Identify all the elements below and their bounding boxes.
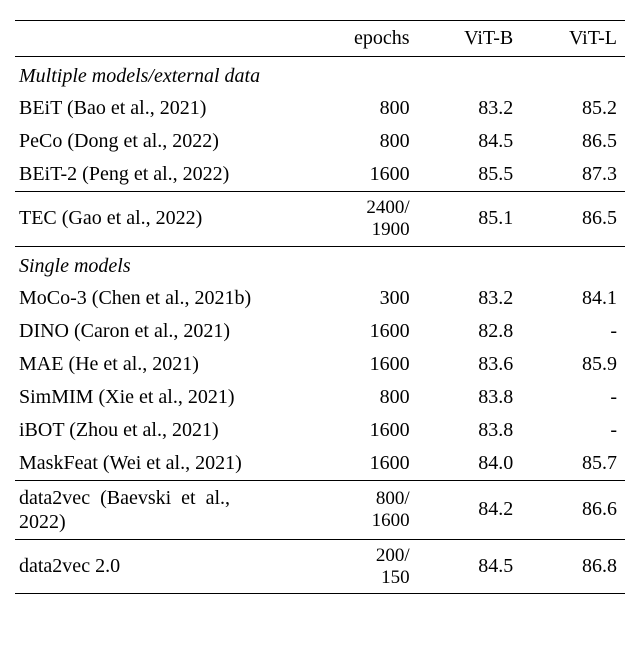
vitl-value: 86.8 [521, 539, 625, 594]
method-name: SimMIM (Xie et al., 2021) [15, 381, 308, 414]
epochs-stacked: 800/ 1600 [308, 480, 418, 539]
vitb-value: 85.5 [418, 158, 522, 192]
method-name: DINO (Caron et al., 2021) [15, 315, 308, 348]
table-row: TEC (Gao et al., 2022) 2400/ 1900 85.1 8… [15, 192, 625, 247]
epochs-value: 800 [308, 381, 418, 414]
section-single: Single models [15, 246, 625, 282]
table-row: MoCo-3 (Chen et al., 2021b) 300 83.2 84.… [15, 282, 625, 315]
epochs-top: 800/ [312, 488, 410, 510]
vitl-value: 86.5 [521, 192, 625, 247]
vitl-value: 86.6 [521, 480, 625, 539]
epochs-stacked: 200/ 150 [308, 539, 418, 594]
epochs-bot: 1900 [312, 219, 410, 241]
table-row: DINO (Caron et al., 2021) 1600 82.8 - [15, 315, 625, 348]
method-name: TEC (Gao et al., 2022) [15, 192, 308, 247]
vitb-value: 83.2 [418, 92, 522, 125]
header-blank [15, 21, 308, 57]
vitl-value: 84.1 [521, 282, 625, 315]
method-name: BEiT (Bao et al., 2021) [15, 92, 308, 125]
vitb-value: 84.0 [418, 447, 522, 481]
header-epochs: epochs [308, 21, 418, 57]
vitl-value: 87.3 [521, 158, 625, 192]
epochs-bot: 150 [312, 567, 410, 589]
vitb-value: 83.8 [418, 414, 522, 447]
method-name: data2vec (Baevski et al., 2022) [15, 480, 308, 539]
epochs-value: 800 [308, 92, 418, 125]
vitl-value: 85.7 [521, 447, 625, 481]
table-row: BEiT (Bao et al., 2021) 800 83.2 85.2 [15, 92, 625, 125]
vitb-value: 83.6 [418, 348, 522, 381]
method-name: MAE (He et al., 2021) [15, 348, 308, 381]
epochs-value: 1600 [308, 315, 418, 348]
method-name: iBOT (Zhou et al., 2021) [15, 414, 308, 447]
epochs-value: 800 [308, 125, 418, 158]
table-row: PeCo (Dong et al., 2022) 800 84.5 86.5 [15, 125, 625, 158]
vitl-value: - [521, 381, 625, 414]
section-multiple-label: Multiple models/external data [15, 57, 625, 93]
epochs-value: 300 [308, 282, 418, 315]
vitl-value: 86.5 [521, 125, 625, 158]
epochs-value: 1600 [308, 447, 418, 481]
method-name: BEiT-2 (Peng et al., 2022) [15, 158, 308, 192]
epochs-top: 200/ [312, 545, 410, 567]
table-row: MAE (He et al., 2021) 1600 83.6 85.9 [15, 348, 625, 381]
vitl-value: 85.9 [521, 348, 625, 381]
table-row: data2vec (Baevski et al., 2022) 800/ 160… [15, 480, 625, 539]
vitb-value: 83.8 [418, 381, 522, 414]
table-row: data2vec 2.0 200/ 150 84.5 86.8 [15, 539, 625, 594]
vitb-value: 85.1 [418, 192, 522, 247]
section-single-label: Single models [15, 246, 625, 282]
method-name: MaskFeat (Wei et al., 2021) [15, 447, 308, 481]
table-row: MaskFeat (Wei et al., 2021) 1600 84.0 85… [15, 447, 625, 481]
vitb-value: 84.5 [418, 125, 522, 158]
vitb-value: 82.8 [418, 315, 522, 348]
vitl-value: - [521, 414, 625, 447]
vitb-value: 83.2 [418, 282, 522, 315]
vitl-value: - [521, 315, 625, 348]
header-row: epochs ViT-B ViT-L [15, 21, 625, 57]
method-name: PeCo (Dong et al., 2022) [15, 125, 308, 158]
epochs-bot: 1600 [312, 510, 410, 532]
section-multiple: Multiple models/external data [15, 57, 625, 93]
epochs-value: 1600 [308, 158, 418, 192]
epochs-value: 1600 [308, 414, 418, 447]
header-vitl: ViT-L [521, 21, 625, 57]
header-vitb: ViT-B [418, 21, 522, 57]
vitb-value: 84.5 [418, 539, 522, 594]
epochs-value: 1600 [308, 348, 418, 381]
epochs-stacked: 2400/ 1900 [308, 192, 418, 247]
vitb-value: 84.2 [418, 480, 522, 539]
table-row: SimMIM (Xie et al., 2021) 800 83.8 - [15, 381, 625, 414]
method-name-top: data2vec (Baevski et al., [19, 486, 300, 510]
method-name: MoCo-3 (Chen et al., 2021b) [15, 282, 308, 315]
vitl-value: 85.2 [521, 92, 625, 125]
table-row: BEiT-2 (Peng et al., 2022) 1600 85.5 87.… [15, 158, 625, 192]
method-name-bot: 2022) [19, 510, 300, 534]
epochs-top: 2400/ [312, 197, 410, 219]
method-name: data2vec 2.0 [15, 539, 308, 594]
results-table: epochs ViT-B ViT-L Multiple models/exter… [15, 20, 625, 594]
table-row: iBOT (Zhou et al., 2021) 1600 83.8 - [15, 414, 625, 447]
